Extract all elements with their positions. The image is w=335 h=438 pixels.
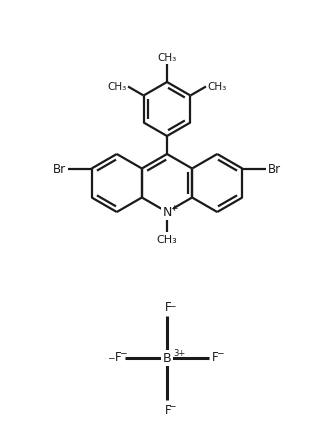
Text: B: B (163, 352, 171, 365)
Text: −: − (108, 353, 115, 362)
Text: CH₃: CH₃ (157, 234, 177, 244)
Text: N: N (162, 206, 172, 219)
Text: −: − (120, 348, 127, 357)
Text: CH₃: CH₃ (207, 82, 226, 92)
Text: 3+: 3+ (173, 349, 185, 358)
Text: F: F (212, 351, 219, 364)
Text: −: − (168, 300, 176, 309)
Text: Br: Br (53, 162, 66, 176)
Text: F: F (165, 403, 171, 416)
Text: F: F (115, 351, 122, 364)
Text: −: − (168, 400, 176, 409)
Text: Br: Br (268, 162, 281, 176)
Text: CH₃: CH₃ (108, 82, 127, 92)
Text: F: F (165, 300, 171, 313)
Text: −: − (216, 348, 223, 357)
Text: +: + (170, 204, 177, 212)
Text: CH₃: CH₃ (157, 53, 177, 63)
